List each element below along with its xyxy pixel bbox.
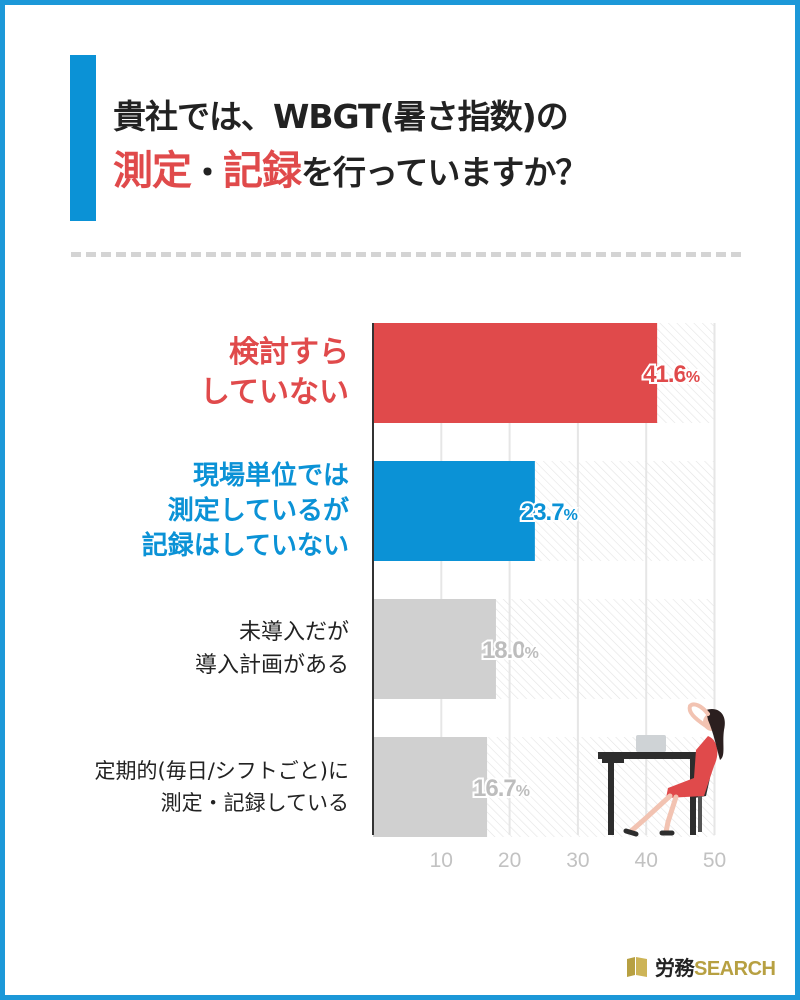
x-tick-label: 20 [498, 849, 521, 872]
brand-logo: 労務SEARCH [625, 952, 776, 981]
bar [373, 323, 658, 423]
woman-figure [666, 736, 718, 798]
brand-jp: 労務 [655, 957, 695, 980]
title-highlight-record: 記録 [223, 148, 302, 194]
category-label-line: 未導入だが [238, 620, 349, 645]
category-label: 定期的(毎日/シフトごと)に測定・記録している [95, 755, 349, 819]
category-label: 現場単位では測定しているが記録はしていない [142, 459, 349, 564]
x-tick-label: 10 [430, 849, 453, 872]
desk-top [598, 752, 703, 759]
resting-woman-illustration [598, 702, 725, 837]
title-rest: を行っていますか？ [301, 153, 588, 192]
category-label: 未導入だが導入計画がある [195, 616, 349, 682]
value-label: 18.0% [482, 637, 539, 664]
page-title: 貴社では、WBGT(暑さ指数)の 測定・記録を行っていますか？ [113, 89, 773, 200]
category-label-line: 導入計画がある [194, 653, 349, 678]
title-line-2: 測定・記録を行っていますか？ [113, 144, 773, 200]
brand-en: SEARCH [694, 957, 776, 980]
x-tick-label: 40 [635, 849, 658, 872]
category-label-line: 検討すら [229, 335, 349, 370]
book-logo-icon [627, 957, 647, 977]
value-label: 23.7% [521, 499, 578, 526]
category-label: 検討すらしていない [200, 333, 349, 413]
category-label-line: 測定しているが [167, 495, 349, 526]
category-label-line: 測定・記録している [160, 791, 349, 815]
category-label-line: していない [199, 375, 349, 410]
brand-name: 労務SEARCH [655, 952, 776, 981]
category-label-line: 記録はしていない [141, 530, 349, 561]
bar [373, 461, 535, 561]
category-label-line: 定期的(毎日/シフトごと)に [94, 759, 349, 783]
category-label-line: 現場単位では [192, 460, 349, 491]
bar [373, 599, 496, 699]
value-label: 16.7% [473, 775, 530, 802]
laptop-icon [636, 735, 666, 752]
title-separator: ・ [191, 153, 224, 192]
title-line-1: 貴社では、WBGT(暑さ指数)の [113, 97, 569, 136]
value-label: 41.6% [643, 361, 700, 388]
x-tick-label: 30 [566, 849, 589, 872]
title-highlight-measure: 測定 [113, 148, 192, 194]
bar [373, 737, 488, 837]
title-accent-bar [70, 55, 96, 221]
dashed-divider [71, 252, 741, 257]
x-tick-label: 50 [703, 849, 726, 872]
